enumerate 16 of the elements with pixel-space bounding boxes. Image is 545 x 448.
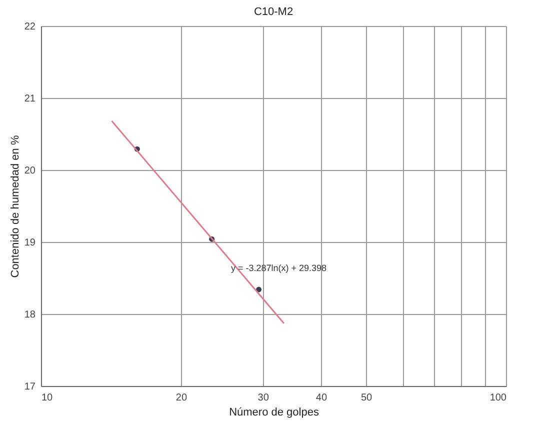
x-tick-label: 20 bbox=[176, 392, 188, 404]
x-tick-label: 100 bbox=[490, 392, 507, 404]
x-tick-label: 50 bbox=[360, 392, 373, 404]
y-tick-label: 17 bbox=[24, 382, 36, 392]
chart-title: C10-M2 bbox=[254, 6, 294, 18]
y-tick-label: 21 bbox=[24, 94, 36, 104]
x-axis-title: Número de golpes bbox=[229, 406, 320, 418]
y-tick-label: 18 bbox=[24, 310, 36, 320]
y-tick-label: 22 bbox=[24, 22, 36, 32]
x-tick-label: 40 bbox=[316, 392, 328, 404]
x-tick-label: 10 bbox=[42, 392, 54, 404]
annotation: y = -3.287ln(x) + 29.398 bbox=[231, 263, 327, 273]
x-tick-label: 30 bbox=[258, 392, 270, 404]
y-axis-title: Contenido de humedad en % bbox=[9, 135, 22, 278]
y-tick-label: 19 bbox=[24, 238, 36, 248]
y-tick-label: 20 bbox=[24, 166, 36, 176]
